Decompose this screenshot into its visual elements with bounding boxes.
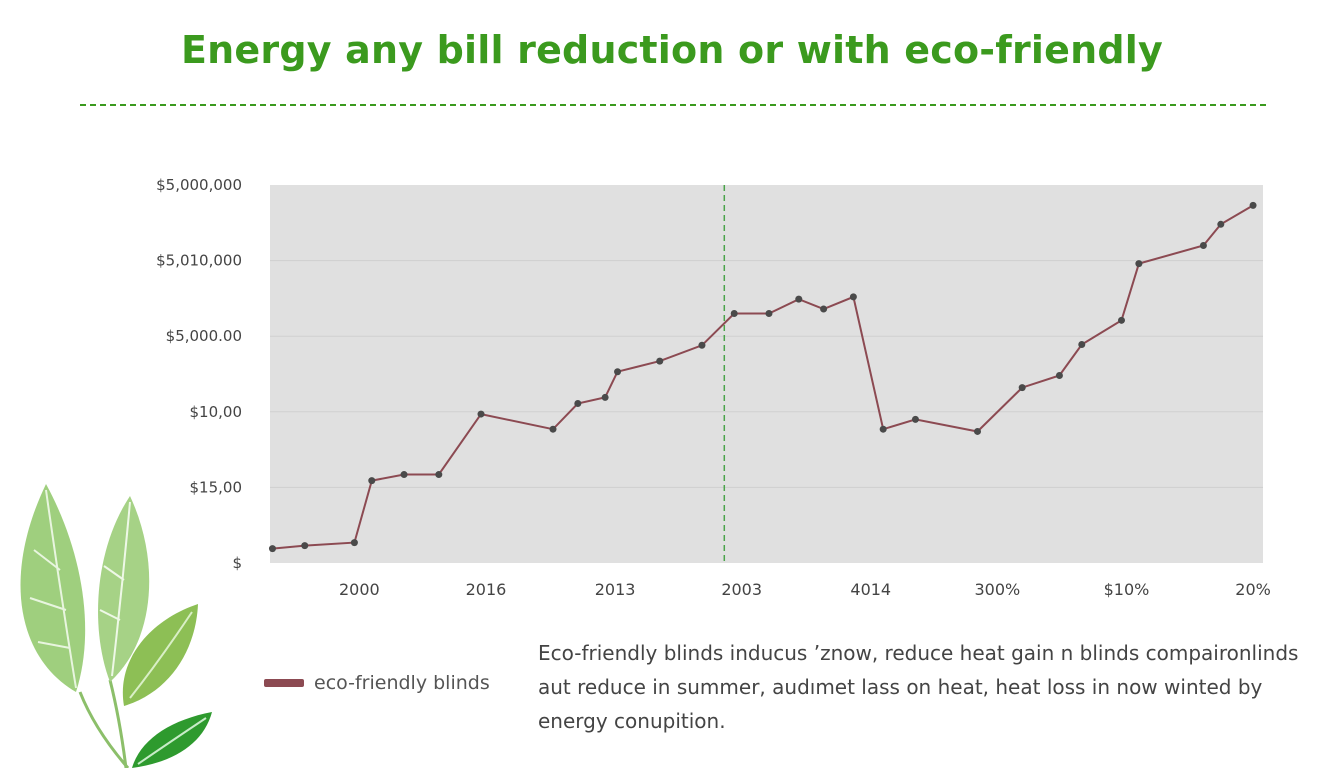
data-point	[1055, 372, 1063, 380]
data-point	[795, 295, 803, 303]
series-points	[268, 201, 1257, 553]
data-point	[656, 357, 664, 365]
y-axis-ticks: $ $15,00 $10,00 $5,000.00 $5,010,000 $5,000,0…	[156, 176, 242, 572]
description-text: Eco-friendly blinds inducus ’znow, reduc…	[538, 641, 1299, 733]
data-point	[765, 310, 773, 318]
x-tick-label: 2003	[721, 580, 762, 599]
data-point	[435, 471, 443, 479]
y-tick-label: $5,000.00	[166, 327, 242, 345]
data-point	[574, 399, 582, 407]
gridlines	[270, 260, 1263, 488]
data-point	[974, 427, 982, 435]
data-point	[1078, 341, 1086, 349]
data-point	[477, 410, 485, 418]
legend: eco-friendly blinds	[264, 672, 490, 694]
data-point	[301, 542, 309, 550]
data-point	[698, 341, 706, 349]
x-tick-label: $10%	[1104, 580, 1150, 599]
data-point	[820, 305, 828, 313]
chart-title: Energy any bill reduction or with eco-fr…	[181, 28, 1163, 72]
y-tick-label: $5,010,000	[156, 252, 242, 270]
data-point	[614, 368, 622, 376]
x-tick-label: 300%	[974, 580, 1020, 599]
y-tick-label: $15,00	[190, 478, 243, 496]
y-tick-label: $5,000,000	[156, 176, 242, 194]
data-point	[1135, 260, 1143, 268]
plot-area	[270, 185, 1263, 563]
legend-label: eco-friendly blinds	[314, 672, 490, 694]
title-divider	[80, 104, 1266, 106]
data-point	[1199, 241, 1207, 249]
line-chart: $ $15,00 $10,00 $5,000.00 $5,010,000 $5,000,0…	[156, 176, 1271, 599]
data-point	[350, 539, 358, 547]
x-tick-label: 4014	[850, 580, 891, 599]
y-tick-label: $	[232, 554, 242, 572]
data-point	[268, 545, 276, 553]
data-point	[911, 415, 919, 423]
data-point	[1117, 316, 1125, 324]
data-point	[1249, 201, 1257, 209]
data-point	[601, 393, 609, 401]
data-point	[849, 293, 857, 301]
data-point	[549, 425, 557, 433]
data-point	[400, 471, 408, 479]
x-axis-ticks: 2000 2016 2013 2003 4014 300% $10% 20%	[339, 580, 1271, 599]
data-point	[1018, 384, 1026, 392]
x-tick-label: 20%	[1235, 580, 1271, 599]
x-tick-label: 2000	[339, 580, 380, 599]
data-point	[730, 310, 738, 318]
y-tick-label: $10,00	[190, 403, 243, 421]
x-tick-label: 2016	[466, 580, 507, 599]
leaf-illustration	[20, 484, 212, 768]
data-point	[368, 477, 376, 485]
x-tick-label: 2013	[595, 580, 636, 599]
legend-swatch	[264, 679, 304, 687]
data-point	[879, 425, 887, 433]
data-point	[1217, 220, 1225, 228]
